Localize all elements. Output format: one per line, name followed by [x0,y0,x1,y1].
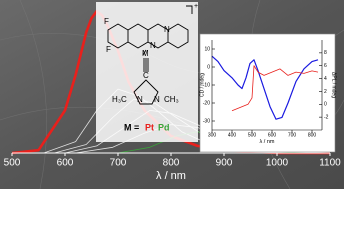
bonds [107,23,189,105]
y-tick-label: -30 [203,118,210,124]
x-axis-label: λ / nm [156,170,186,182]
inset-backdrop [199,33,336,153]
atom: N [154,95,160,104]
atom: CH₃ [164,95,179,104]
x-tick-label: 400 [228,132,237,138]
y-tick-label: -20 [203,100,210,106]
atom: C [143,71,149,80]
x-tick-label: 900 [216,158,233,169]
x-tick-label: 300 [208,132,217,138]
y2-axis-label: ΔPL / mdeg [331,72,337,98]
x-tick-label: 500 [248,132,257,138]
y2-tick-label: -2 [324,114,329,120]
y2-tick-label: 0 [324,102,327,108]
x-tick-label: 800 [163,158,180,169]
metal: Pd [158,122,170,132]
x-tick-label: 600 [268,132,277,138]
x-tick-label: 500 [4,158,21,169]
atom: F [104,17,109,26]
x-tick-label: 700 [110,158,127,169]
y2-tick-label: 8 [324,50,327,56]
x-axis-label: λ / nm [260,139,275,145]
atom: M [142,49,149,58]
metal-label: M = [124,122,139,132]
metal: Pt [145,122,154,132]
atom: N [150,41,156,50]
x-tick-label: 1100 [319,158,341,169]
y-tick-label: 10 [204,46,210,52]
atom: N [137,95,143,104]
charge: + [194,3,198,10]
atom: F [106,45,111,54]
y-tick-label: -10 [203,82,210,88]
y-tick-label: 0 [207,64,210,70]
series-line [211,55,319,120]
y2-tick-label: 4 [324,76,327,82]
bracket [186,5,193,14]
x-tick-label: 600 [57,158,74,169]
x-tick-label: 1000 [266,158,289,169]
y-axis-label: CD / mdeg [199,73,205,97]
y2-tick-label: 2 [324,89,327,95]
atom: N [164,25,170,34]
x-tick-label: 800 [308,132,317,138]
structure: + F F N N M C N N H₃C CH₃ M = Pt Pd [96,2,198,142]
y2-tick-label: 6 [324,63,327,69]
atom: H₃C [112,95,127,104]
x-tick-label: 700 [288,132,297,138]
series-line [231,65,319,112]
